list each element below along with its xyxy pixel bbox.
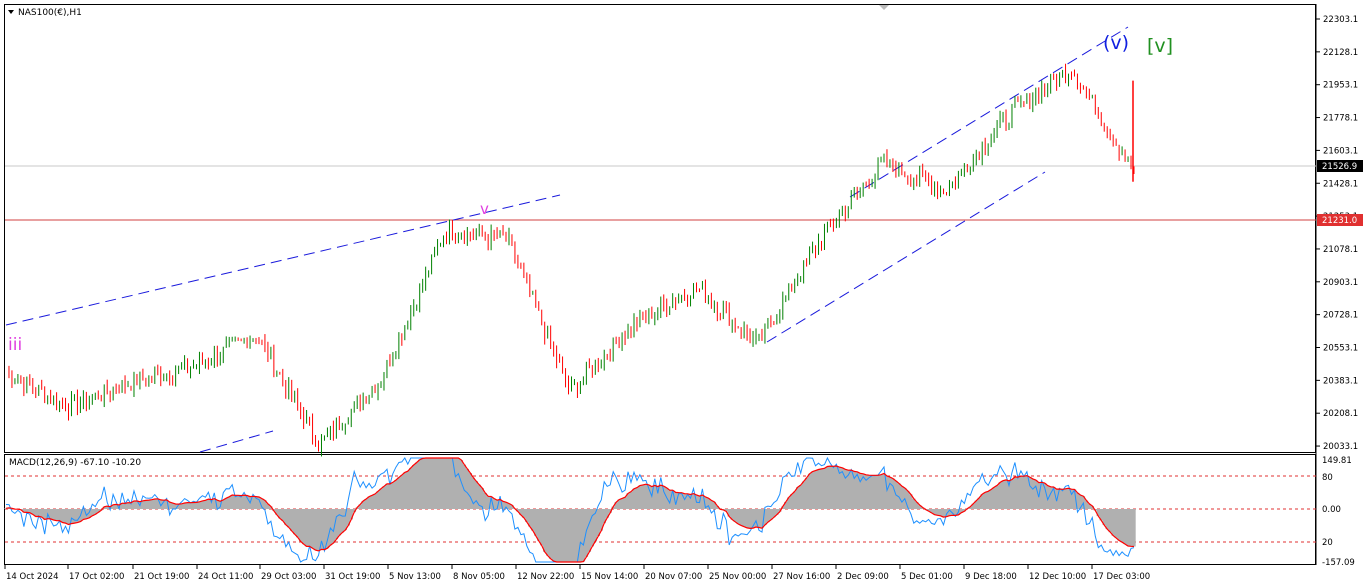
- wave-label-v-bracket[interactable]: [v]: [1147, 35, 1173, 57]
- price-series: [8, 63, 1135, 457]
- channel-lower-1: [199, 430, 274, 453]
- price-tick-label: 21778.1: [1323, 114, 1358, 124]
- time-tick-label: 12 Nov 22:00: [517, 572, 574, 582]
- price-tick-label: 22128.1: [1323, 48, 1358, 58]
- macd-title: MACD(12,26,9) -67.10 -10.20: [9, 458, 141, 468]
- time-tick-label: 29 Oct 03:00: [261, 572, 316, 582]
- time-tick-label: 12 Dec 10:00: [1029, 572, 1086, 582]
- macd-tick-label: 149.81: [1322, 456, 1352, 466]
- time-tick-label: 14 Oct 2024: [6, 572, 59, 582]
- channel-upper-1: [5, 194, 561, 326]
- price-tick-label: 21953.1: [1323, 81, 1358, 91]
- time-tick-label: 20 Nov 07:00: [645, 572, 702, 582]
- macd-tick-label: 20: [1322, 538, 1333, 548]
- price-tick-label: 20383.1: [1323, 376, 1358, 386]
- price-tick-label: 20033.1: [1323, 442, 1358, 452]
- time-tick-label: 15 Nov 14:00: [581, 572, 638, 582]
- time-tick-label: 8 Nov 05:00: [453, 572, 505, 582]
- level-price-tag: [1317, 214, 1363, 226]
- time-tick-label: 27 Nov 16:00: [773, 572, 830, 582]
- time-tick-label: 25 Nov 00:00: [709, 572, 766, 582]
- price-tick-label: 21603.1: [1323, 146, 1358, 156]
- title-dropdown-icon[interactable]: [8, 10, 14, 14]
- time-tick-label: 5 Dec 01:00: [901, 572, 953, 582]
- price-tick-label: 21428.1: [1323, 179, 1358, 189]
- time-tick-label: 24 Oct 11:00: [198, 572, 253, 582]
- price-tick-label: 20208.1: [1323, 409, 1358, 419]
- time-tick-label: 17 Dec 03:00: [1093, 572, 1150, 582]
- time-tick-label: 21 Oct 19:00: [134, 572, 189, 582]
- price-tick-label: 20553.1: [1323, 344, 1358, 354]
- time-tick-label: 31 Oct 19:00: [325, 572, 380, 582]
- wave-label-v[interactable]: v: [480, 200, 489, 218]
- time-tick-label: 2 Dec 09:00: [837, 572, 889, 582]
- price-tick-label: 20728.1: [1323, 311, 1358, 321]
- time-tick-label: 17 Oct 02:00: [69, 572, 124, 582]
- main-panel-frame: [4, 4, 1316, 453]
- macd-axis: 149.81 80 0.00 20 -157.09: [1322, 456, 1355, 568]
- time-tick-label: 9 Dec 18:00: [965, 572, 1017, 582]
- price-tick-label: 22303.1: [1323, 15, 1358, 25]
- channel-lower-2: [766, 171, 1046, 343]
- macd-tick-label: 80: [1322, 473, 1333, 483]
- wave-label-v-circle[interactable]: (v): [1103, 32, 1129, 54]
- macd-tick-label: -157.09: [1322, 558, 1355, 568]
- time-tick-label: 5 Nov 13:00: [389, 572, 441, 582]
- chart-title: NAS100(€),H1: [18, 8, 82, 18]
- level-price-label: 21231.0: [1322, 216, 1357, 226]
- macd-signal-line: [5, 457, 1135, 563]
- macd-tick-label: 0.00: [1322, 505, 1341, 515]
- current-price-label: 21526.9: [1322, 162, 1357, 172]
- time-axis: 14 Oct 2024 17 Oct 02:00 21 Oct 19:00 24 Oc…: [4, 565, 1150, 582]
- price-tick-label: 20903.1: [1323, 278, 1358, 288]
- price-axis: 22303.1 22128.1 21953.1 21778.1 21603.1 21428…: [1316, 15, 1358, 452]
- wave-label-iii[interactable]: iii: [8, 335, 22, 355]
- current-price-tag: [1317, 160, 1363, 172]
- price-tick-label: 21078.1: [1323, 245, 1358, 255]
- chart-shift-marker[interactable]: [879, 5, 889, 10]
